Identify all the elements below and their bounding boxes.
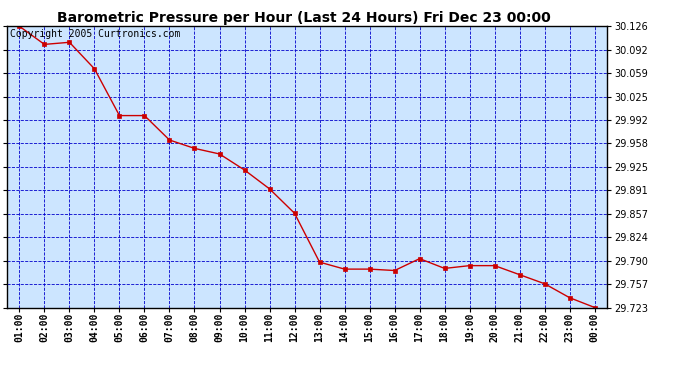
Text: Barometric Pressure per Hour (Last 24 Hours) Fri Dec 23 00:00: Barometric Pressure per Hour (Last 24 Ho… [57,11,551,25]
Text: Copyright 2005 Curtronics.com: Copyright 2005 Curtronics.com [10,29,180,39]
